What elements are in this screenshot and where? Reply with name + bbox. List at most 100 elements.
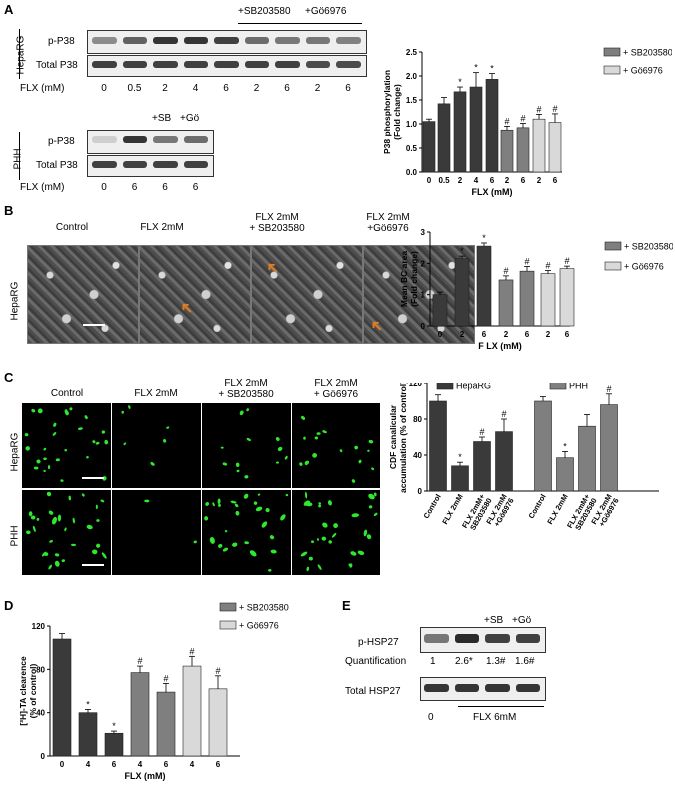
bar: [600, 404, 618, 492]
fluorescent-spot: [30, 515, 36, 520]
fluorescent-spot: [253, 501, 258, 505]
bar: [495, 431, 513, 492]
legend-label: + SB203580: [624, 242, 673, 252]
go-inhibitor-label: +Gö6976: [305, 6, 347, 17]
fluorescent-spot: [101, 552, 107, 559]
b-row-heparg: HepaRG: [9, 281, 21, 321]
lane-label: 0: [101, 182, 107, 193]
fluorescent-spot: [218, 543, 223, 548]
blot-band: [183, 161, 208, 168]
y-tick-label: 0: [421, 322, 426, 331]
x-tick-label: 6: [112, 760, 117, 769]
bar: [556, 457, 574, 492]
fluorescent-spot: [218, 503, 221, 507]
legend-swatch: [219, 602, 237, 612]
fluorescent-spot: [367, 449, 370, 452]
fluorescent-spot: [71, 543, 76, 547]
bar: [52, 638, 72, 757]
fluorescent-spot: [244, 475, 249, 479]
fluorescent-spot: [269, 535, 275, 540]
phh-total-p38-label: Total P38: [36, 160, 78, 171]
fluorescent-spot: [166, 426, 170, 429]
bar: [578, 425, 596, 492]
fluorescent-spot: [53, 422, 57, 427]
fluorescence-image: [112, 403, 201, 488]
bar: [156, 691, 176, 757]
blot-band: [244, 37, 269, 44]
significance-mark: *: [460, 246, 464, 256]
fluorescent-spot: [318, 504, 322, 508]
micrograph-flx-sb: ➜: [251, 245, 363, 344]
fluorescent-spot: [204, 516, 209, 521]
blot-band: [275, 37, 300, 44]
blot-band: [153, 136, 178, 143]
legend-swatch: [603, 47, 621, 57]
blot-band: [244, 61, 269, 68]
fluorescent-spot: [230, 500, 237, 504]
bar: [182, 665, 202, 757]
legend-label: + Gö6976: [624, 262, 664, 272]
blot-band: [336, 37, 361, 44]
fluorescent-spot: [316, 432, 321, 435]
fluorescent-spot: [54, 553, 60, 557]
lane-label: 6: [284, 83, 290, 94]
panel-letter-c: C: [4, 370, 14, 385]
fluorescent-spot: [121, 410, 124, 414]
blot-band: [122, 161, 147, 168]
x-tick-label: FLX 2mM+Gö6976: [484, 493, 515, 530]
fluorescent-spot: [54, 560, 60, 567]
fluorescent-spot: [235, 510, 240, 516]
fluorescent-spot: [368, 505, 373, 509]
fluorescent-spot: [96, 519, 100, 522]
fluorescent-spot: [374, 492, 377, 497]
fluorescent-spot: [61, 559, 66, 563]
b-col-flx-sb: FLX 2mM + SB203580: [249, 212, 305, 234]
x-tick-label: 4: [86, 760, 91, 769]
legend-label: PHH: [569, 383, 588, 391]
blot-band: [336, 61, 361, 68]
blot-band: [424, 634, 449, 643]
fluorescent-spot: [321, 536, 327, 541]
e-flx-label: FLX 6mM: [473, 712, 517, 723]
arrow-icon: ➜: [262, 256, 284, 279]
lane-label: 6: [345, 83, 351, 94]
x-tick-label: Control: [527, 493, 548, 521]
fluorescent-spot: [48, 510, 54, 515]
x-tick-label: 2: [546, 330, 551, 339]
fluorescent-spot: [311, 540, 314, 544]
x-tick-label: 0.5: [438, 176, 450, 185]
quantification-label: Quantification: [345, 656, 407, 667]
chart-d: 0 40 80 120 [³H]-TA clearence(% of control) 0…: [20, 602, 289, 782]
bar: [559, 268, 575, 327]
bar: [500, 129, 514, 173]
fluorescent-spot: [128, 405, 131, 409]
fluorescent-spot: [316, 538, 319, 541]
lane-label: 6: [223, 83, 229, 94]
micrograph-flx: ➜: [139, 245, 251, 344]
fluorescent-spot: [28, 511, 33, 517]
fluorescent-spot: [205, 502, 210, 506]
y-tick-label: 1.0: [406, 120, 418, 129]
y-tick-label: 40: [36, 709, 45, 718]
y-tick-label: 1: [421, 291, 426, 300]
blot-band: [122, 37, 147, 44]
x-tick-label: 6: [521, 176, 526, 185]
fluorescent-spot: [358, 459, 362, 464]
significance-mark: #: [503, 266, 508, 276]
fluorescent-spot: [371, 467, 375, 471]
y-tick-label: 40: [413, 451, 422, 460]
c-col-flx-sb: FLX 2mM + SB203580: [218, 378, 274, 400]
fluorescent-spot: [303, 436, 306, 440]
blot-band: [454, 634, 479, 643]
lane-label: 6: [162, 182, 168, 193]
fluorescent-spot: [339, 449, 343, 453]
fluorescent-spot: [41, 551, 47, 557]
fluorescence-image: [202, 403, 291, 488]
fluorescent-spot: [306, 566, 310, 572]
fluorescent-spot: [312, 453, 318, 458]
fluorescent-spot: [285, 494, 289, 497]
arrow-icon: ➜: [176, 296, 198, 319]
legend-swatch: [604, 241, 622, 251]
y-tick-label: 1.5: [406, 96, 418, 105]
fluorescence-image: [22, 490, 111, 575]
